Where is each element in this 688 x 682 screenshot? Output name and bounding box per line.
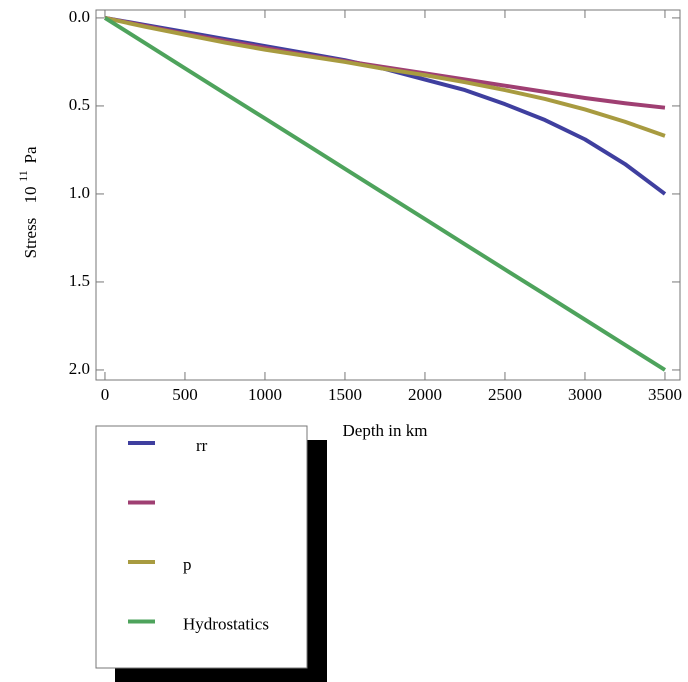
plot-frame xyxy=(95,9,681,381)
y-axis-label: Stress 10 11 Pa xyxy=(16,146,40,258)
legend-label: p xyxy=(183,555,192,574)
y-tick-label: 0.0 xyxy=(69,7,90,26)
x-tick-label: 2500 xyxy=(488,385,522,404)
y-label-base: 10 xyxy=(21,187,40,204)
legend-box xyxy=(95,425,308,669)
y-tick-label: 0.5 xyxy=(69,95,90,114)
x-tick-label: 0 xyxy=(101,385,110,404)
x-tick-label: 3500 xyxy=(648,385,682,404)
y-tick-label: 2.0 xyxy=(69,359,90,378)
series-line xyxy=(104,15,666,138)
x-tick-label: 500 xyxy=(172,385,198,404)
x-tick-label: 2000 xyxy=(408,385,442,404)
y-label-text: Stress xyxy=(21,218,40,259)
y-tick-label: 1.5 xyxy=(69,271,90,290)
x-axis-label: Depth in km xyxy=(343,421,428,440)
x-tick-label: 1500 xyxy=(328,385,362,404)
y-label-exponent: 11 xyxy=(16,170,30,182)
legend-label: rr xyxy=(196,436,208,455)
legend-label: Hydrostatics xyxy=(183,614,269,633)
y-tick-label: 1.0 xyxy=(69,183,90,202)
series-line xyxy=(103,16,667,372)
x-tick-label: 1000 xyxy=(248,385,282,404)
series-line xyxy=(104,15,667,196)
y-label-unit: Pa xyxy=(21,146,40,163)
x-tick-label: 3000 xyxy=(568,385,602,404)
